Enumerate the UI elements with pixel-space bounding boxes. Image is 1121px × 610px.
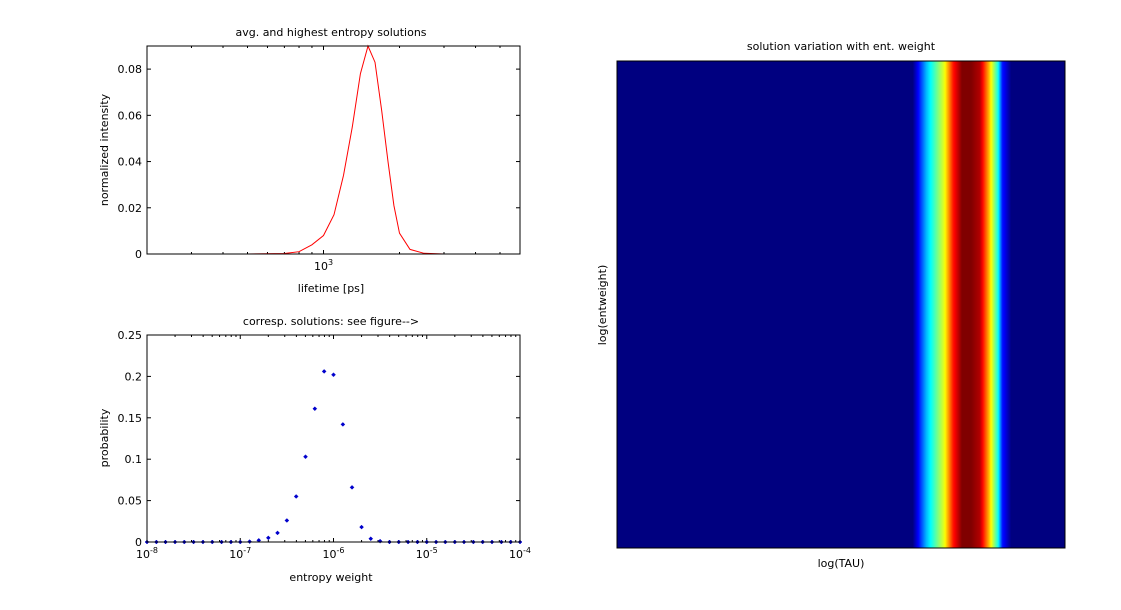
y-tick-label: 0.05	[118, 495, 143, 508]
plot-area	[147, 46, 520, 254]
x-axis-label: lifetime [ps]	[298, 282, 364, 295]
x-tick-label: 103	[314, 258, 333, 273]
x-tick-label: 10-5	[416, 546, 438, 561]
x-axis-label: log(TAU)	[818, 557, 865, 570]
y-tick-label: 0.2	[125, 370, 143, 383]
scatter-chart: corresp. solutions: see figure--> 00.050…	[98, 315, 531, 584]
y-tick-label: 0	[135, 248, 142, 261]
y-tick-label: 0.25	[118, 329, 143, 342]
x-tick-label: 10-4	[509, 546, 531, 561]
plot-area	[147, 335, 520, 542]
y-tick-label: 0.08	[118, 63, 143, 76]
chart-title: corresp. solutions: see figure-->	[243, 315, 419, 328]
x-axis-label: entropy weight	[289, 571, 373, 584]
y-tick-label: 0.04	[118, 156, 143, 169]
chart-title: avg. and highest entropy solutions	[235, 26, 426, 39]
x-tick-label: 10-6	[323, 546, 345, 561]
y-tick-label: 0.15	[118, 412, 143, 425]
heatmap-chart: solution variation with ent. weight log(…	[596, 40, 1065, 570]
x-tick-label: 10-7	[229, 546, 251, 561]
y-axis-label: probability	[98, 408, 111, 467]
line-chart: avg. and highest entropy solutions 0 0.02…	[98, 26, 520, 295]
y-tick-label: 0.02	[118, 202, 143, 215]
heatmap-image	[617, 61, 1065, 548]
y-tick-label: 0.06	[118, 109, 143, 122]
y-axis-label: normalized intensity	[98, 93, 111, 206]
chart-title: solution variation with ent. weight	[747, 40, 936, 53]
x-tick-label: 10-8	[136, 546, 158, 561]
y-axis-label: log(entweight)	[596, 265, 609, 346]
y-tick-label: 0.1	[125, 453, 143, 466]
